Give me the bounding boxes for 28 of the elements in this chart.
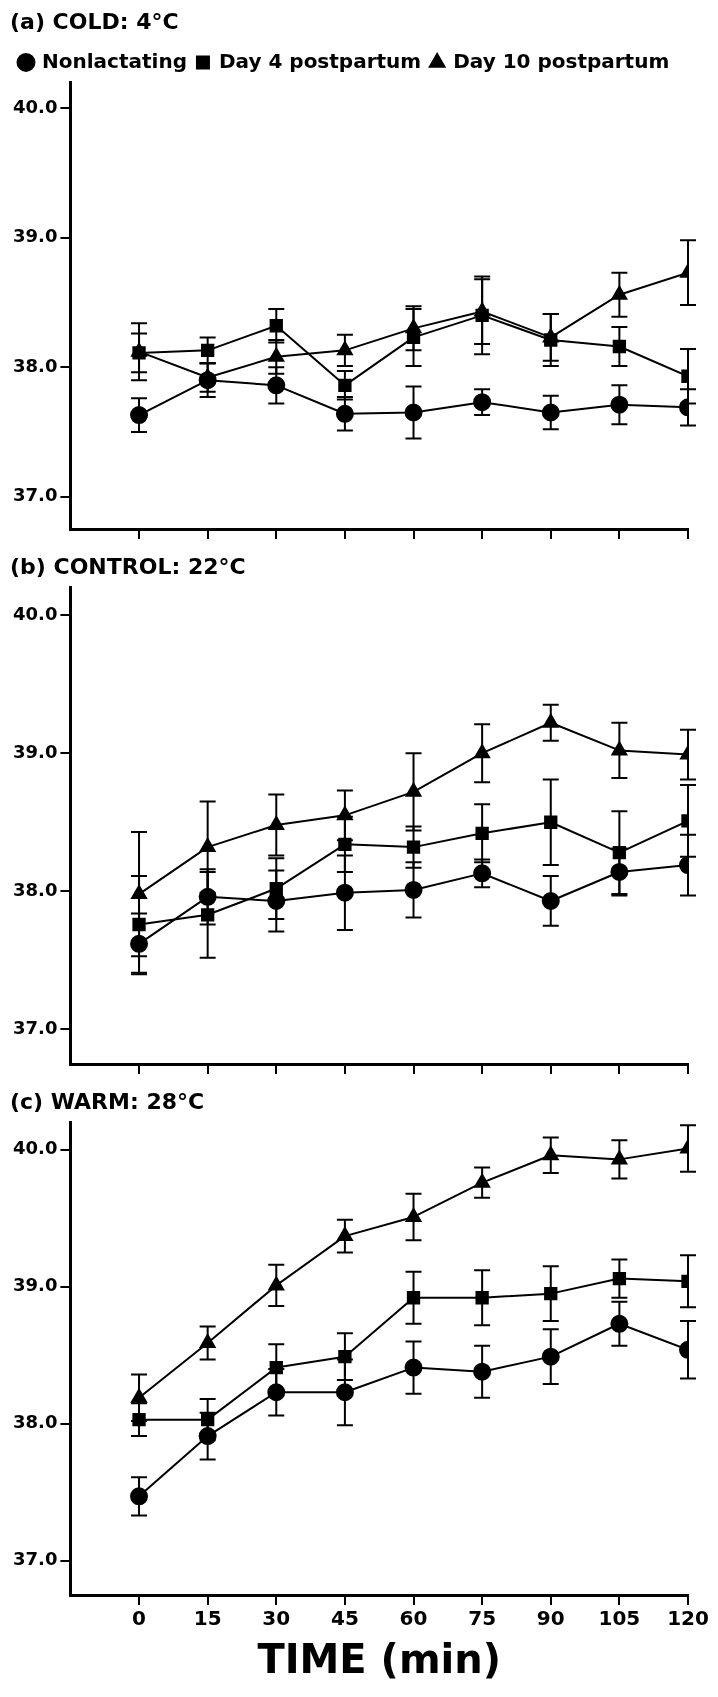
x-tick-label: 30	[262, 1606, 291, 1631]
x-axis-title: TIME (min)	[257, 1636, 502, 1683]
x-tick-label: 120	[667, 1606, 709, 1631]
chart-title: (a) COLD: 4°C	[10, 8, 179, 34]
y-tick-label: 37.0	[12, 1017, 58, 1039]
legend-label: Day 10 postpartum	[453, 48, 670, 73]
legend-label: Day 4 postpartum	[218, 48, 422, 73]
x-tick-label: 0	[132, 1606, 146, 1631]
legend-label: Nonlactating	[42, 48, 187, 73]
y-tick-label: 40.0	[12, 1137, 58, 1159]
y-tick-label: 39.0	[12, 225, 58, 247]
x-tick-label: 75	[468, 1606, 497, 1631]
x-tick-label: 45	[330, 1606, 359, 1631]
chart-title: (c) WARM: 28°C	[10, 1088, 205, 1114]
x-tick-label: 90	[536, 1606, 565, 1631]
y-tick-label: 37.0	[12, 1548, 58, 1570]
x-tick-label: 60	[399, 1606, 428, 1631]
x-tick-label: 15	[193, 1606, 222, 1631]
y-tick-label: 38.0	[12, 354, 58, 376]
y-tick-label: 39.0	[12, 740, 58, 762]
y-tick-label: 38.0	[12, 1411, 58, 1433]
y-tick-label: 40.0	[12, 602, 58, 624]
y-tick-label: 37.0	[12, 484, 58, 506]
x-tick-label: 105	[598, 1606, 641, 1631]
y-tick-label: 38.0	[12, 878, 58, 900]
y-tick-label: 40.0	[12, 95, 58, 117]
chart-title: (b) CONTROL: 22°C	[10, 553, 246, 579]
y-tick-label: 39.0	[12, 1274, 58, 1296]
